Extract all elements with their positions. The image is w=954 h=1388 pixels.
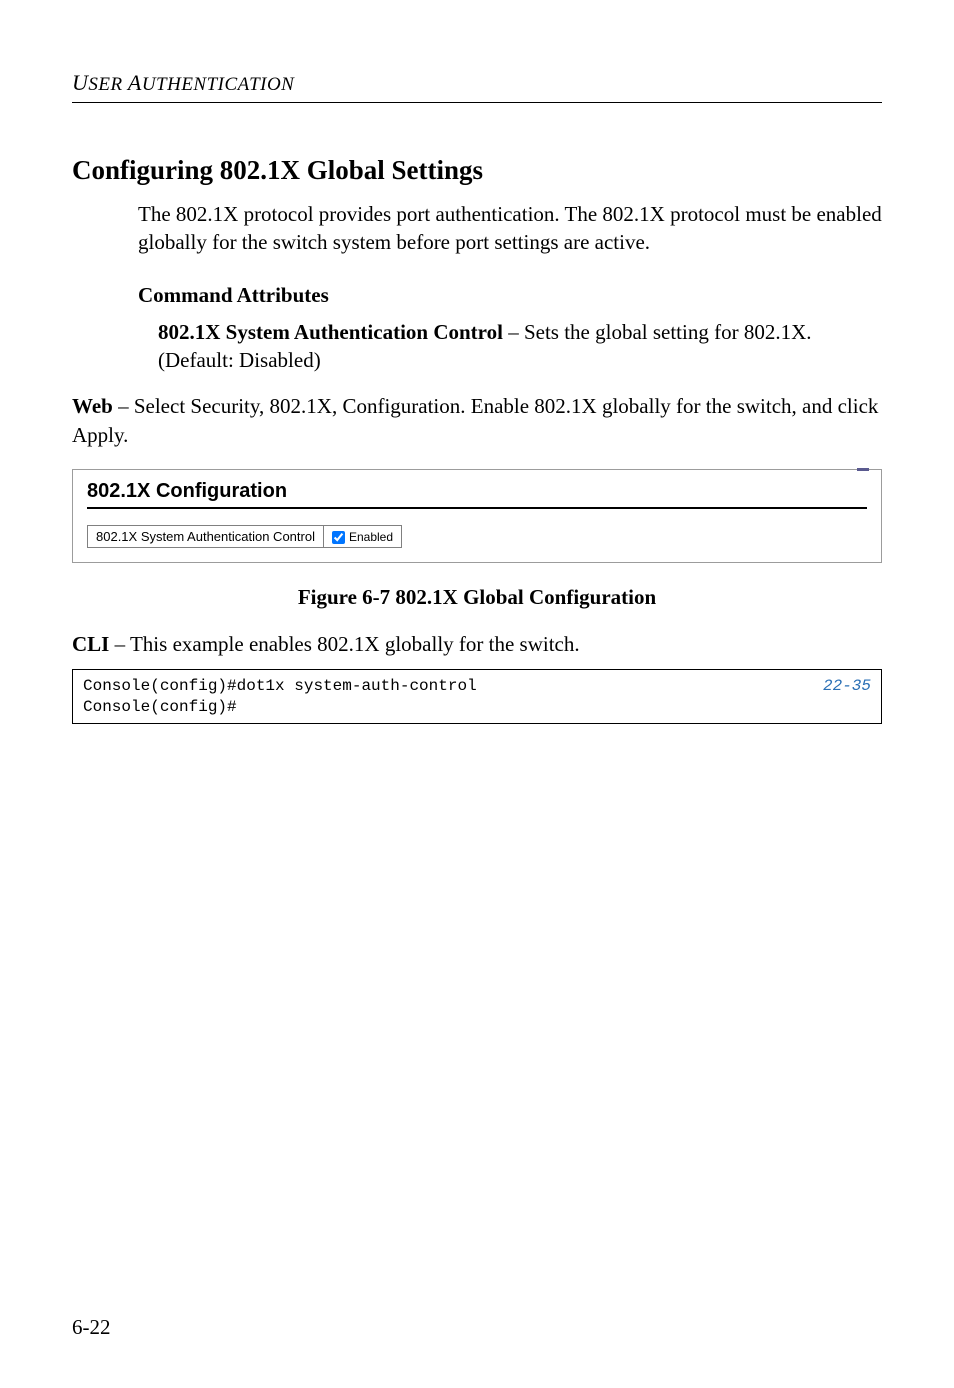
page-number: 6-22 <box>72 1315 111 1340</box>
attribute-line: 802.1X System Authentication Control – S… <box>158 318 874 375</box>
code-line-1-row: Console(config)#dot1x system-auth-contro… <box>83 676 871 697</box>
intro-paragraph: The 802.1X protocol provides port authen… <box>138 200 882 257</box>
configuration-screenshot: 802.1X Configuration 802.1X System Authe… <box>72 469 882 563</box>
enabled-checkbox[interactable] <box>332 531 345 544</box>
auth-control-table: 802.1X System Authentication Control Ena… <box>87 525 402 548</box>
web-paragraph: Web – Select Security, 802.1X, Configura… <box>72 392 882 449</box>
command-attributes-heading: Command Attributes <box>138 283 882 308</box>
enabled-checkbox-wrapper[interactable]: Enabled <box>332 530 393 544</box>
code-line-1: Console(config)#dot1x system-auth-contro… <box>83 676 477 697</box>
cli-paragraph: CLI – This example enables 802.1X global… <box>72 630 882 658</box>
attribute-name: 802.1X System Authentication Control <box>158 320 503 344</box>
web-label: Web <box>72 394 113 418</box>
cli-code-block: Console(config)#dot1x system-auth-contro… <box>72 669 882 725</box>
cli-label: CLI <box>72 632 109 656</box>
figure-title-rule <box>87 507 867 509</box>
running-header: USER AUTHENTICATION <box>72 70 882 96</box>
section-title: Configuring 802.1X Global Settings <box>72 155 882 186</box>
auth-control-label: 802.1X System Authentication Control <box>88 526 324 548</box>
figure-caption: Figure 6-7 802.1X Global Configuration <box>72 585 882 610</box>
code-line-2: Console(config)# <box>83 697 871 718</box>
auth-control-value-cell: Enabled <box>323 526 401 548</box>
web-text: – Select Security, 802.1X, Configuration… <box>72 394 878 446</box>
enabled-checkbox-label: Enabled <box>349 530 393 544</box>
running-header-text: USER AUTHENTICATION <box>72 74 294 95</box>
cli-text: – This example enables 802.1X globally f… <box>109 632 579 656</box>
code-reference: 22-35 <box>803 676 871 697</box>
header-rule <box>72 102 882 103</box>
figure-accent <box>857 468 869 471</box>
figure-panel-title: 802.1X Configuration <box>87 480 867 503</box>
